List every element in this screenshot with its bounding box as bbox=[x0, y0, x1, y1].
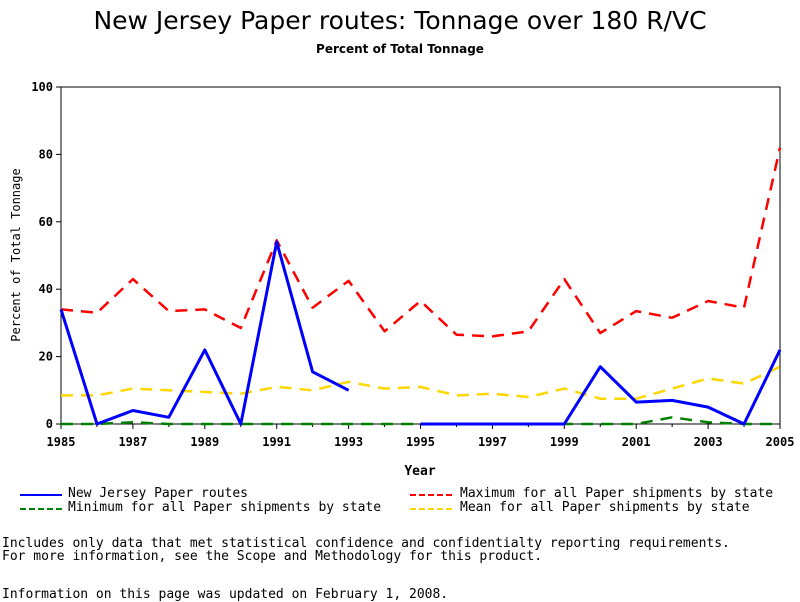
footnote-updated: Information on this page was updated on … bbox=[2, 587, 449, 602]
x-tick-label: 2001 bbox=[622, 435, 651, 449]
x-tick-label: 1999 bbox=[550, 435, 579, 449]
legend-swatch-yellow bbox=[410, 508, 452, 510]
x-tick-label: 1989 bbox=[190, 435, 219, 449]
x-axis-label: Year bbox=[404, 464, 435, 479]
x-axis: 1985 1987 1989 1991 1993 1995 1997 1999 2001 2003… bbox=[47, 424, 795, 449]
x-tick-label: 2005 bbox=[766, 435, 795, 449]
y-tick-label: 100 bbox=[31, 80, 53, 94]
y-axis: 0 20 40 60 80 100 bbox=[31, 80, 61, 431]
y-axis-label: Percent of Total Tonnage bbox=[9, 168, 23, 341]
legend-label-mean: Mean for all Paper shipments by state bbox=[460, 500, 750, 515]
legend-label-nj: New Jersey Paper routes bbox=[68, 486, 249, 501]
series-line-3-seg-0 bbox=[61, 365, 781, 400]
legend-label-min: Minimum for all Paper shipments by state bbox=[68, 500, 382, 515]
series-line-1-seg-0 bbox=[60, 147, 782, 338]
x-tick-label: 1997 bbox=[478, 435, 507, 449]
legend-label-max: Maximum for all Paper shipments by state bbox=[460, 486, 774, 501]
y-tick-label: 40 bbox=[39, 282, 53, 296]
x-tick-label: 1993 bbox=[334, 435, 363, 449]
x-tick-label: 1991 bbox=[262, 435, 291, 449]
legend-swatch-red bbox=[410, 494, 452, 496]
series-line-0-seg-0 bbox=[59, 240, 350, 426]
y-tick-label: 0 bbox=[46, 417, 53, 431]
legend-swatch-blue bbox=[20, 494, 62, 496]
footnote-methodology: For more information, see the Scope and … bbox=[2, 549, 543, 564]
legend-swatch-green bbox=[20, 508, 62, 510]
series-layer bbox=[59, 147, 782, 426]
chart-title: New Jersey Paper routes: Tonnage over 18… bbox=[93, 6, 707, 35]
y-tick-label: 80 bbox=[39, 147, 53, 161]
chart-subtitle: Percent of Total Tonnage bbox=[316, 42, 484, 56]
x-tick-label: 2003 bbox=[694, 435, 723, 449]
series-line-0-seg-1 bbox=[420, 349, 782, 426]
plot-frame bbox=[60, 86, 781, 425]
x-tick-label: 1995 bbox=[406, 435, 435, 449]
y-tick-label: 20 bbox=[39, 350, 53, 364]
x-tick-label: 1985 bbox=[47, 435, 76, 449]
y-tick-label: 60 bbox=[39, 215, 53, 229]
x-tick-label: 1987 bbox=[118, 435, 147, 449]
footnote-confidentiality: Includes only data that met statistical … bbox=[2, 536, 730, 551]
